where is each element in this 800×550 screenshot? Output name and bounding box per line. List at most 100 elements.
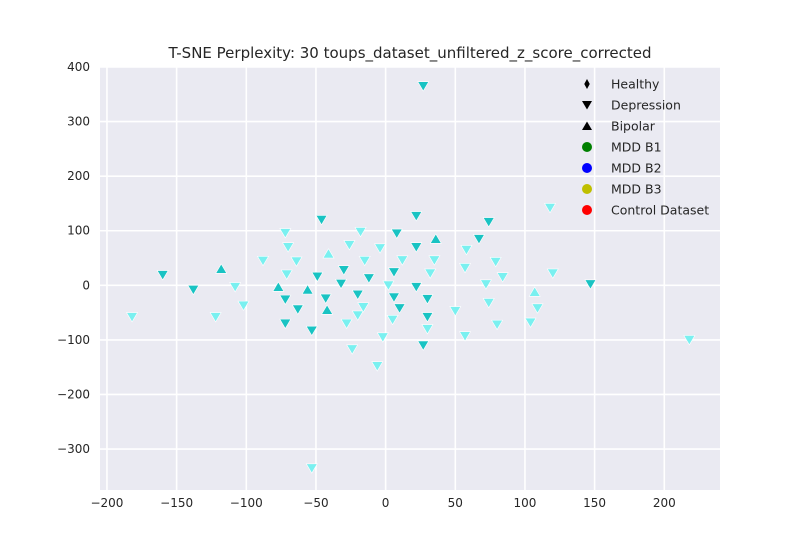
y-axis-ticks: −300 −200 −100 0 100 200 300 400 <box>57 60 90 456</box>
legend: Healthy Depression Bipolar MDD B1 MDD B2 MDD … <box>582 77 709 218</box>
data-point-triangle-down <box>417 340 430 351</box>
data-point-triangle-down <box>421 324 434 335</box>
x-axis-ticks: −200 −150 −100 −50 0 50 100 150 200 <box>90 496 675 510</box>
data-point-triangle-down <box>351 310 364 321</box>
y-tick-label: 300 <box>67 115 90 129</box>
data-point-triangle-down <box>279 318 292 330</box>
data-point-triangle-down <box>479 279 492 290</box>
data-point-triangle-down <box>546 268 559 279</box>
data-point-triangle-up <box>322 248 335 259</box>
data-point-triangle-down <box>209 312 222 323</box>
data-point-triangle-down <box>428 255 441 266</box>
data-point-triangle-down <box>472 234 485 245</box>
data-point-triangle-down <box>459 263 472 274</box>
data-point-triangle-down <box>459 331 472 342</box>
data-point-triangle-down <box>282 242 295 253</box>
data-point-triangle-down <box>229 282 242 293</box>
data-point-triangle-down <box>315 215 328 226</box>
y-tick-label: 200 <box>67 169 90 183</box>
data-point-triangle-down <box>319 293 332 304</box>
data-point-triangle-down <box>396 255 409 266</box>
data-point-triangle-down <box>362 273 375 284</box>
data-point-triangle-up <box>215 263 228 274</box>
data-point-triangle-up <box>321 304 334 315</box>
data-point-triangle-down <box>357 302 370 313</box>
legend-label: MDD B2 <box>611 161 662 176</box>
data-point-triangle-down <box>524 317 537 328</box>
data-point-triangle-down <box>386 315 399 326</box>
data-point-triangle-up <box>429 233 442 244</box>
legend-marker-control-dataset <box>582 205 592 215</box>
data-point-triangle-down <box>460 245 473 256</box>
legend-marker-bipolar <box>582 121 592 130</box>
x-tick-label: 200 <box>653 496 676 510</box>
data-point-triangle-down <box>410 242 423 253</box>
data-point-triangle-down <box>421 312 434 323</box>
data-point-triangle-down <box>237 300 250 312</box>
data-point-triangle-down <box>346 344 359 355</box>
data-point-triangle-down <box>371 361 384 372</box>
data-point-triangle-down <box>482 217 495 228</box>
legend-label: MDD B3 <box>611 182 662 197</box>
data-point-triangle-down <box>387 267 401 278</box>
x-tick-label: 150 <box>583 496 606 510</box>
data-point-triangle-down <box>531 303 544 314</box>
x-tick-label: 100 <box>513 496 536 510</box>
x-tick-label: −100 <box>230 496 263 510</box>
data-point-triangle-down <box>290 256 303 267</box>
data-point-triangle-down <box>291 304 304 315</box>
y-tick-label: 400 <box>67 60 90 74</box>
data-point-triangle-down <box>279 228 292 239</box>
data-point-triangle-down <box>335 278 348 290</box>
legend-marker-healthy <box>584 79 590 89</box>
chart-title: T-SNE Perplexity: 30 toups_dataset_unfil… <box>167 44 651 63</box>
data-point-triangle-down <box>424 268 437 279</box>
legend-label: Depression <box>611 98 681 113</box>
data-point-triangle-down <box>491 319 504 331</box>
data-point-triangle-down <box>256 256 270 267</box>
data-point-triangle-down <box>354 227 367 238</box>
data-point-triangle-down <box>337 265 350 276</box>
data-points <box>126 81 696 474</box>
x-tick-label: −200 <box>90 496 123 510</box>
data-point-triangle-down <box>305 325 318 337</box>
data-point-triangle-down <box>279 294 292 306</box>
data-point-triangle-down <box>126 312 139 323</box>
data-point-triangle-down <box>311 271 324 283</box>
plot-area <box>100 67 720 490</box>
data-point-triangle-down <box>489 257 502 268</box>
data-point-triangle-down <box>683 335 696 346</box>
x-tick-label: 0 <box>382 496 390 510</box>
grid-lines <box>100 66 720 490</box>
data-point-triangle-down <box>374 243 387 254</box>
data-point-triangle-down <box>305 463 318 474</box>
data-point-triangle-down <box>358 256 371 267</box>
y-tick-label: 0 <box>82 278 90 292</box>
y-tick-label: −200 <box>57 387 90 401</box>
legend-label: Healthy <box>611 77 660 92</box>
data-point-triangle-down <box>449 306 462 317</box>
data-point-triangle-up <box>528 286 541 297</box>
data-point-triangle-down <box>387 292 401 303</box>
x-tick-label: 50 <box>448 496 463 510</box>
data-point-triangle-down <box>187 284 200 296</box>
data-point-triangle-down <box>410 282 423 293</box>
data-point-triangle-down <box>584 279 597 290</box>
legend-label: Bipolar <box>611 119 656 134</box>
y-tick-label: −100 <box>57 333 90 347</box>
data-point-triangle-down <box>343 240 356 251</box>
legend-marker-mdd-b2 <box>582 163 592 173</box>
legend-marker-mdd-b1 <box>582 142 592 152</box>
data-point-triangle-down <box>543 203 557 214</box>
data-point-triangle-down <box>382 280 395 291</box>
legend-marker-depression <box>582 101 592 110</box>
legend-marker-mdd-b3 <box>582 184 592 194</box>
data-point-triangle-down <box>351 289 364 301</box>
data-point-triangle-down <box>393 303 406 314</box>
data-point-triangle-up <box>301 284 314 295</box>
data-point-triangle-down <box>376 332 389 343</box>
legend-label: MDD B1 <box>611 140 662 155</box>
data-point-triangle-down <box>340 318 353 330</box>
data-point-triangle-down <box>417 81 430 92</box>
